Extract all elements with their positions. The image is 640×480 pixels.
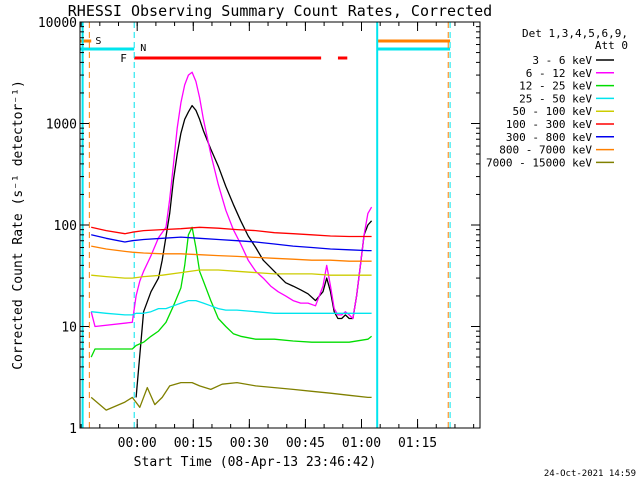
legend-label-3: 25 - 50 keV — [519, 92, 592, 105]
series-line-2 — [90, 226, 373, 358]
series-line-0 — [135, 104, 373, 398]
x-tick-label-4: 01:00 — [342, 436, 381, 451]
x-axis-label: Start Time (08-Apr-13 23:46:42) — [134, 455, 377, 470]
series-line-3 — [91, 299, 372, 316]
legend-label-8: 7000 - 15000 keV — [486, 156, 592, 169]
axis-ticks: 1 10 100 1000 10000 00:00 00:15 00:30 00:45 01:00… — [38, 16, 480, 451]
y-tick-label-1: 10 — [61, 321, 77, 336]
x-tick-label-3: 00:45 — [286, 436, 325, 451]
legend-label-2: 12 - 25 keV — [519, 80, 592, 93]
legend-label-5: 100 - 300 keV — [506, 118, 592, 131]
flag-bands: S N F — [80, 22, 451, 428]
series-line-5 — [91, 226, 372, 238]
legend-label-0: 3 - 6 keV — [532, 54, 592, 67]
series-group — [90, 71, 373, 411]
x-tick-label-5: 01:15 — [398, 436, 437, 451]
y-tick-label-3: 1000 — [46, 118, 77, 133]
legend-label-6: 300 - 800 keV — [506, 131, 592, 144]
series-line-8 — [90, 381, 372, 411]
night-flag-label: N — [140, 43, 146, 54]
series-line-6 — [91, 234, 372, 252]
legend-label-4: 50 - 100 keV — [513, 105, 593, 118]
series-line-7 — [91, 245, 372, 262]
chart-title: RHESSI Observing Summary Count Rates, Co… — [68, 2, 492, 20]
legend-header-line-2: Att 0 — [595, 39, 628, 52]
y-tick-label-0: 1 — [69, 422, 77, 437]
x-tick-label-1: 00:15 — [174, 436, 213, 451]
footer-date: 24-Oct-2021 14:59 — [544, 469, 636, 479]
flare-flag-label: F — [120, 52, 127, 65]
legend-label-1: 6 - 12 keV — [526, 67, 593, 80]
y-tick-label-2: 100 — [54, 219, 77, 234]
series-line-4 — [91, 269, 372, 279]
legend-header-line-1: Det 1,3,4,5,6,9, — [522, 27, 628, 40]
saa-flag-label: S — [95, 36, 101, 47]
x-tick-label-2: 00:30 — [230, 436, 269, 451]
y-axis-label: Corrected Count Rate (s⁻¹ detector⁻¹) — [11, 80, 26, 370]
x-tick-label-0: 00:00 — [118, 436, 157, 451]
legend-label-7: 800 - 7000 keV — [499, 144, 592, 157]
y-tick-label-4: 10000 — [38, 16, 77, 31]
